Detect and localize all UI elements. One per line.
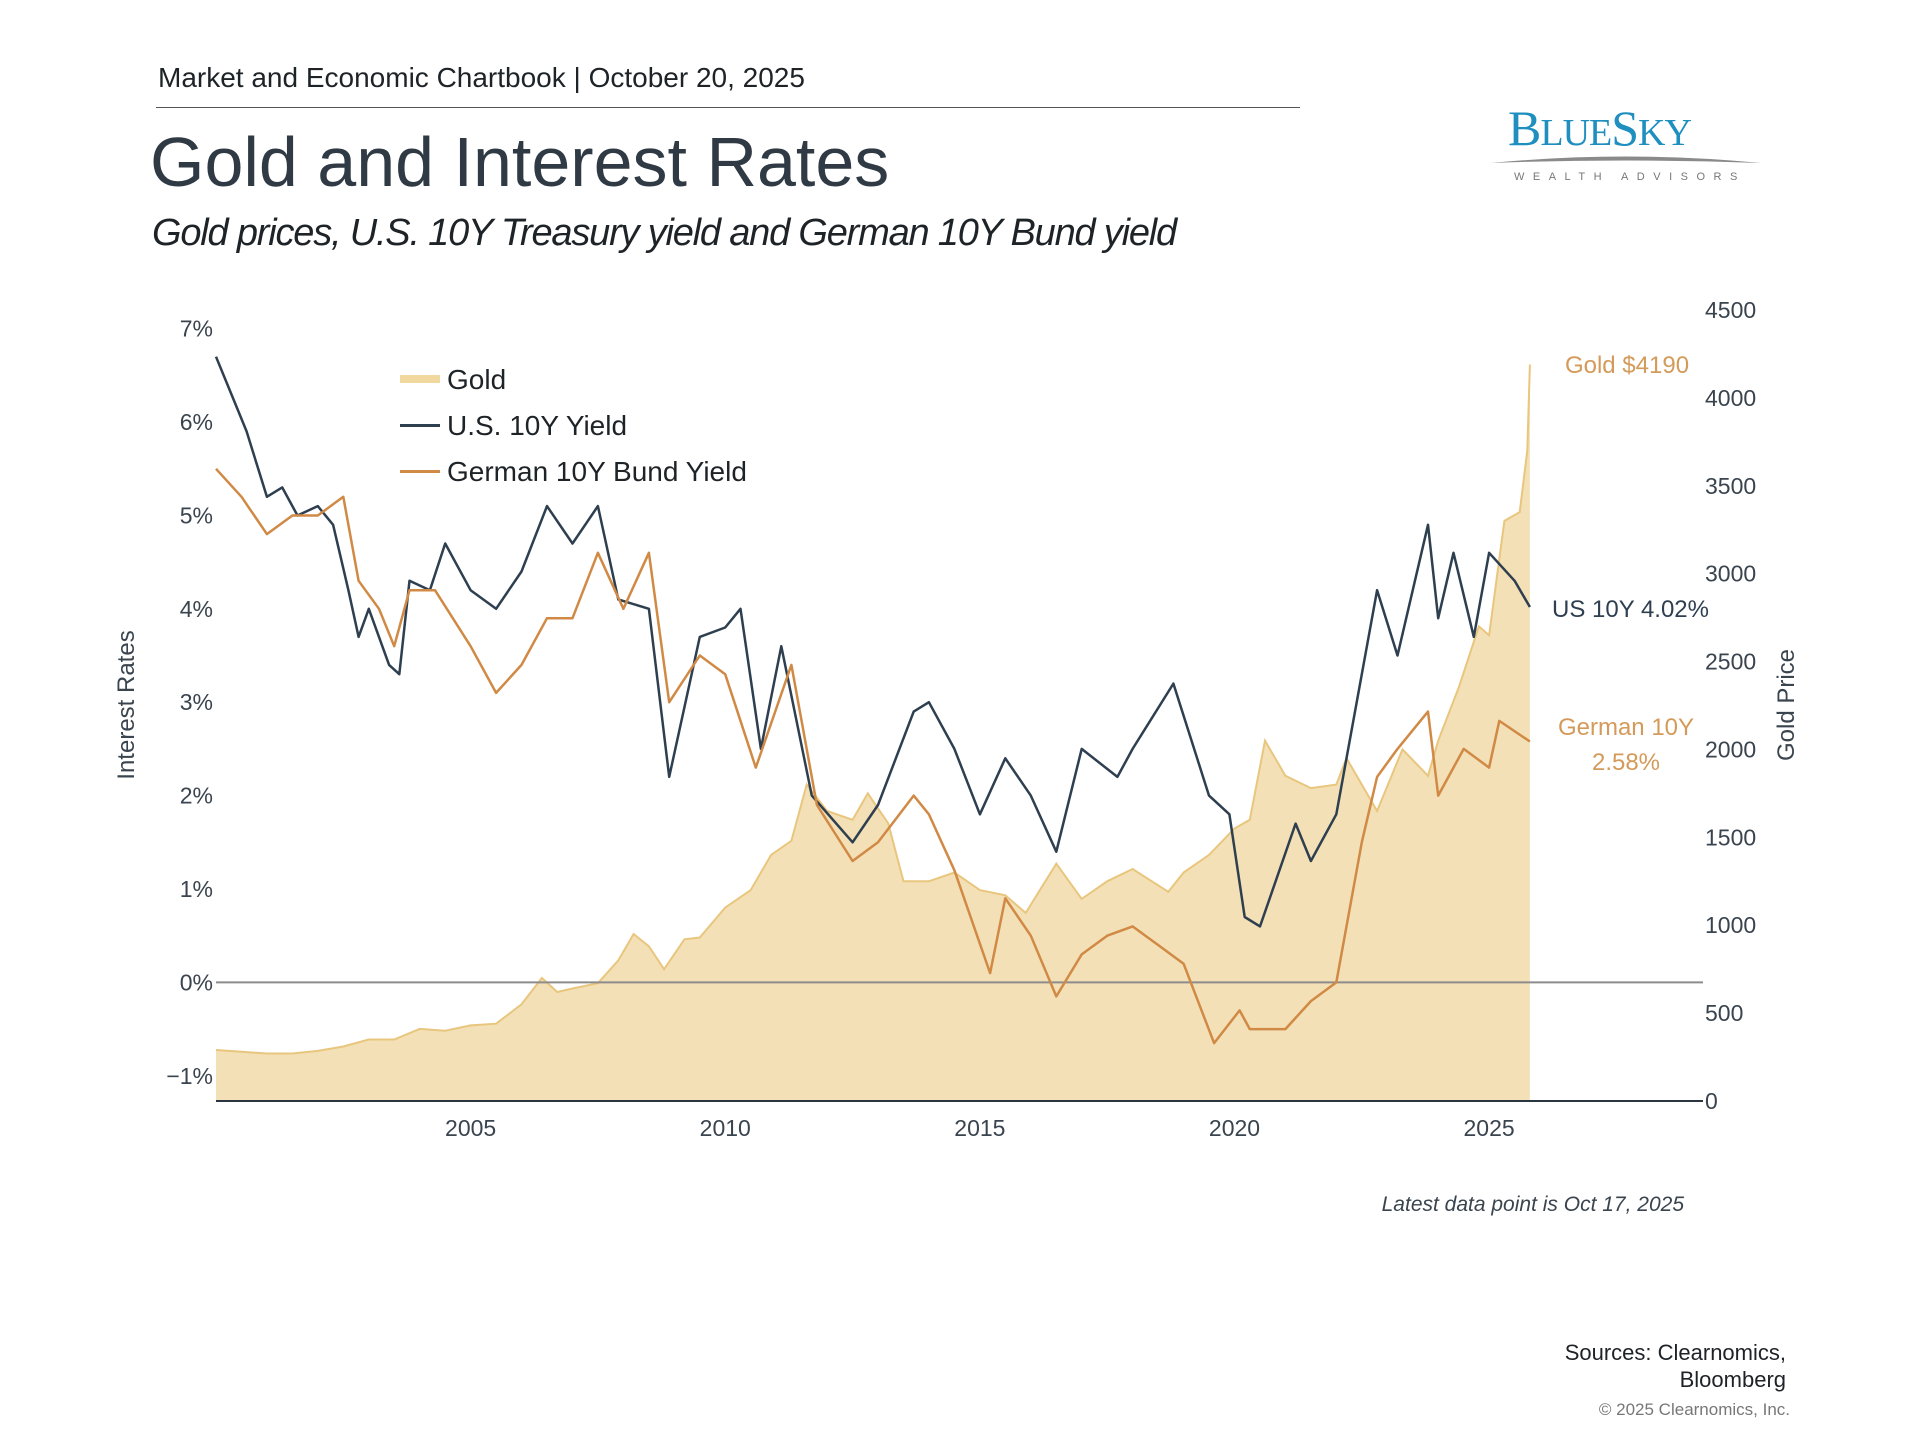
legend-swatch-us <box>400 424 440 427</box>
y2-tick-label: 3500 <box>1705 473 1756 499</box>
y-tick-label: 1% <box>180 876 213 902</box>
german-annotation-value: 2.58% <box>1592 749 1660 776</box>
us-annotation: US 10Y 4.02% <box>1552 596 1709 623</box>
x-tick-label: 2015 <box>954 1115 1005 1141</box>
y-tick-label: 2% <box>180 783 213 809</box>
bluesky-logo: BLUESKY WEALTH ADVISORS <box>1491 100 1761 183</box>
y2-tick-label: 1000 <box>1705 912 1756 938</box>
latest-data-note: Latest data point is Oct 17, 2025 <box>1381 1193 1684 1216</box>
legend-label-us: U.S. 10Y Yield <box>447 410 627 441</box>
legend-label-german: German 10Y Bund Yield <box>447 456 747 487</box>
y2-tick-label: 500 <box>1705 1000 1743 1026</box>
y2-tick-label: 3000 <box>1705 561 1756 587</box>
y2-tick-label: 4500 <box>1705 297 1756 323</box>
y-tick-label: 6% <box>180 409 213 435</box>
sources: Sources: Clearnomics, Bloomberg <box>1565 1339 1786 1393</box>
logo-tagline: WEALTH ADVISORS <box>1514 171 1746 183</box>
y2-tick-label: 2500 <box>1705 649 1756 675</box>
y2-tick-label: 4000 <box>1705 385 1756 411</box>
x-tick-label: 2025 <box>1464 1115 1515 1141</box>
sources-line-1: Sources: Clearnomics, <box>1564 1340 1786 1365</box>
y2-tick-label: 0 <box>1705 1088 1718 1114</box>
legend-label-gold: Gold <box>447 364 506 395</box>
y-tick-label: −1% <box>166 1063 213 1089</box>
y-tick-label: 7% <box>180 316 213 342</box>
copyright: © 2025 Clearnomics, Inc. <box>1598 1400 1790 1419</box>
legend-swatch-german <box>400 470 440 473</box>
gold-line <box>215 364 1531 1055</box>
x-tick-label: 2010 <box>700 1115 751 1141</box>
logo-swoosh <box>1491 156 1761 163</box>
x-tick-label: 2005 <box>445 1115 496 1141</box>
u-s-10y-yield-line <box>214 356 1531 928</box>
chartbook-header: Market and Economic Chartbook | October … <box>158 62 805 93</box>
legend: Gold U.S. 10Y Yield German 10Y Bund Yiel… <box>400 364 747 487</box>
gold-area <box>216 364 1530 1101</box>
sources-line-2: Bloomberg <box>1679 1367 1786 1392</box>
x-tick-label: 2020 <box>1209 1115 1260 1141</box>
page-subtitle: Gold prices, U.S. 10Y Treasury yield and… <box>152 212 1177 254</box>
gold-annotation: Gold $4190 <box>1565 352 1689 379</box>
y2-axis-title: Gold Price <box>1773 649 1800 761</box>
german-annotation-label: German 10Y <box>1558 714 1694 741</box>
y-tick-label: 4% <box>180 596 213 622</box>
y2-tick-label: 1500 <box>1705 824 1756 850</box>
y-axis-title: Interest Rates <box>113 630 140 779</box>
y-tick-label: 5% <box>180 502 213 528</box>
y-tick-label: 3% <box>180 689 213 715</box>
header-divider <box>156 107 1300 108</box>
legend-swatch-gold <box>400 375 440 383</box>
logo-wordmark: BLUESKY <box>1508 100 1691 156</box>
y-tick-label: 0% <box>180 969 213 995</box>
page-title: Gold and Interest Rates <box>150 123 890 201</box>
y2-tick-label: 2000 <box>1705 736 1756 762</box>
german-10y-bund-yield-line <box>215 467 1531 1045</box>
